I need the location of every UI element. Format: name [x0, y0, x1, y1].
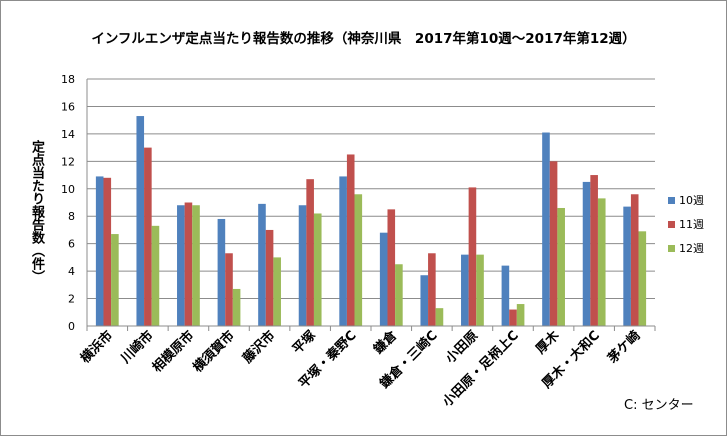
bar [379, 232, 388, 326]
x-tick-label: 鎌倉 [370, 327, 401, 358]
y-tick-label: 14 [61, 128, 75, 141]
bar [192, 205, 200, 326]
bar [151, 225, 160, 326]
bar [542, 132, 550, 326]
y-tick-label: 10 [61, 183, 75, 196]
bar [509, 309, 517, 326]
x-tick-label: 藤沢市 [239, 328, 278, 367]
bar [476, 254, 484, 326]
bar [258, 203, 266, 326]
bar [136, 116, 145, 326]
bar [346, 154, 355, 326]
x-tick-label: 小田原・足柄上C [439, 328, 521, 410]
bar [501, 265, 510, 326]
x-tick-label: 茅ケ崎 [605, 328, 644, 367]
bar [217, 218, 226, 326]
bar [516, 304, 525, 326]
bar [232, 288, 241, 326]
x-tick-label: 厚木 [533, 327, 563, 357]
legend: 10週 11週 12週 [668, 188, 704, 260]
x-tick-label: 平塚 [290, 328, 319, 357]
x-tick-label: 横浜市 [77, 328, 116, 367]
bar [144, 147, 152, 326]
bar [435, 308, 444, 326]
bar [225, 253, 233, 326]
y-tick-label: 12 [61, 155, 75, 168]
bar [265, 229, 274, 326]
bar [298, 205, 307, 326]
bar [420, 275, 429, 326]
y-tick-labels: 0 2 4 6 8 10 12 14 16 18 [61, 73, 75, 333]
x-tick-label: 川崎市 [117, 328, 157, 368]
bar [461, 254, 469, 326]
legend-label: 11週 [679, 218, 704, 231]
bar [395, 264, 403, 326]
y-tick-label: 16 [61, 100, 75, 113]
x-tick-label: 横須賀市 [190, 328, 238, 376]
legend-swatch [668, 220, 675, 228]
x-tick-label: 相模原市 [149, 328, 197, 376]
y-tick-label: 0 [68, 320, 75, 333]
y-tick-label: 6 [68, 238, 75, 251]
legend-swatch [668, 244, 675, 252]
legend-label: 12週 [679, 242, 704, 255]
y-tick-label: 4 [68, 265, 75, 278]
bar [597, 198, 606, 326]
bar [590, 175, 598, 326]
legend-label: 10週 [679, 194, 704, 207]
bar [387, 209, 396, 326]
bar [184, 202, 193, 326]
legend-item: 11週 [668, 212, 704, 236]
legend-swatch [668, 196, 675, 204]
y-tick-label: 18 [61, 73, 75, 86]
y-tick-label: 2 [68, 293, 75, 306]
bar [623, 206, 631, 326]
bar [313, 213, 322, 326]
bar [354, 194, 363, 326]
bar [549, 161, 558, 326]
bar [177, 205, 185, 326]
bar [557, 207, 565, 326]
bar [582, 181, 591, 326]
bar [103, 177, 112, 326]
legend-item: 12週 [668, 236, 704, 260]
chart-title: インフルエンザ定点当たり報告数の推移（神奈川県 2017年第10週～2017年第… [91, 31, 636, 47]
gridlines [87, 78, 655, 300]
bar [630, 194, 639, 326]
x-tick-label: 小田原 [443, 328, 481, 366]
bar [339, 176, 347, 326]
bar [273, 257, 281, 326]
axes [86, 79, 656, 331]
bar [428, 253, 436, 326]
bar [306, 179, 314, 326]
legend-item: 10週 [668, 188, 704, 212]
bars [95, 116, 647, 326]
y-axis-label: 定点当たり報告数（件） [29, 140, 44, 283]
bar [638, 231, 647, 326]
y-tick-label: 8 [68, 210, 75, 223]
bar [111, 234, 119, 326]
bar [468, 187, 477, 326]
center-note: C: センター [624, 398, 694, 413]
bar [95, 176, 104, 326]
